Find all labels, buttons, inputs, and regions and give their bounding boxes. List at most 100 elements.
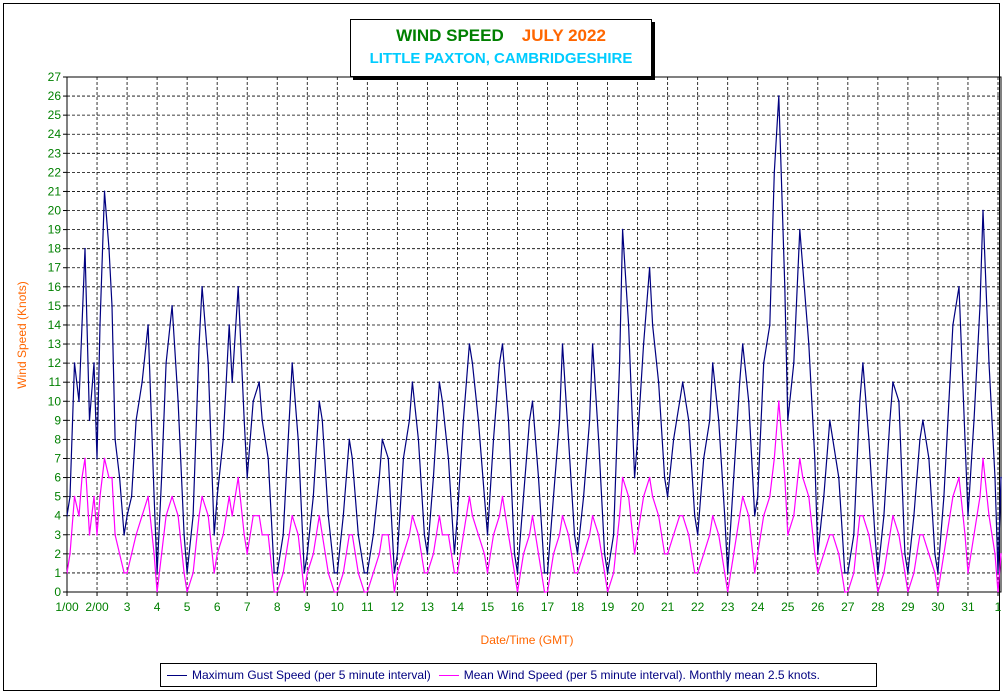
data-point-gust: [651, 324, 654, 326]
legend-item-mean: Mean Wind Speed (per 5 minute interval).…: [438, 668, 820, 682]
data-point-mean: [165, 514, 167, 517]
data-point-gust: [847, 572, 849, 574]
axis-layer: 0123456789101112131415161718192021222324…: [48, 70, 1002, 614]
x-tick-label: 25: [781, 600, 795, 614]
data-point-gust: [108, 247, 110, 250]
data-point-gust: [462, 419, 465, 422]
data-point-gust: [898, 400, 900, 403]
data-point-gust: [937, 572, 939, 574]
data-point-mean: [81, 476, 83, 479]
plot-area: [66, 76, 1002, 593]
data-point-gust: [877, 572, 879, 574]
data-point-gust: [648, 266, 651, 269]
data-point-gust: [492, 438, 495, 441]
data-point-gust: [411, 381, 414, 384]
data-point-gust: [126, 514, 128, 517]
data-point-gust: [396, 553, 399, 555]
data-point-mean: [808, 495, 810, 498]
data-point-mean: [477, 534, 480, 536]
data-point-mean: [591, 514, 594, 517]
data-point-mean: [423, 572, 426, 574]
x-tick-label: 4: [154, 600, 161, 614]
y-tick-label: 10: [48, 394, 62, 408]
data-point-gust: [321, 419, 324, 422]
data-point-gust: [507, 419, 510, 422]
data-point-gust: [366, 572, 369, 574]
data-point-mean: [381, 534, 384, 536]
data-point-gust: [573, 534, 576, 536]
chart-title: WIND SPEED: [396, 26, 504, 45]
data-point-gust: [93, 362, 95, 364]
data-point-mean: [171, 495, 173, 498]
data-point-gust: [702, 457, 705, 460]
data-point-mean: [207, 514, 209, 517]
data-point-gust: [246, 476, 248, 479]
data-point-gust: [747, 400, 750, 403]
data-point-mean: [964, 534, 966, 536]
y-tick-label: 0: [54, 585, 61, 599]
data-point-gust: [973, 419, 975, 422]
data-point-mean: [618, 514, 621, 517]
data-point-mean: [237, 476, 239, 479]
data-point-mean: [576, 572, 579, 574]
data-point-gust: [381, 438, 384, 441]
x-tick-label: 24: [751, 600, 765, 614]
data-point-gust: [543, 572, 546, 574]
data-point-mean: [306, 572, 309, 574]
x-tick-label: 16: [511, 600, 525, 614]
data-point-gust: [814, 457, 816, 460]
data-point-mean: [303, 591, 306, 593]
data-point-gust: [934, 553, 936, 555]
data-point-gust: [438, 381, 441, 384]
data-point-gust: [336, 572, 339, 574]
data-point-gust: [201, 286, 203, 288]
data-point-mean: [261, 534, 264, 536]
data-point-gust: [603, 553, 606, 555]
data-point-gust: [114, 438, 116, 441]
data-point-mean: [657, 514, 660, 517]
data-point-gust: [231, 381, 233, 384]
data-point-gust: [967, 514, 969, 517]
data-point-gust: [633, 476, 636, 479]
data-point-mean: [582, 553, 585, 555]
y-tick-label: 20: [48, 204, 62, 218]
data-point-mean: [952, 495, 954, 498]
data-point-gust: [907, 572, 909, 574]
legend-item-gust: Maximum Gust Speed (per 5 minute interva…: [167, 668, 431, 682]
data-point-gust: [769, 324, 771, 326]
data-point-mean: [246, 553, 248, 555]
y-tick-label: 21: [48, 184, 62, 198]
data-point-gust: [732, 476, 735, 479]
data-point-mean: [141, 514, 143, 517]
data-point-gust: [99, 324, 101, 326]
data-point-mean: [291, 514, 294, 517]
data-point-mean: [778, 400, 780, 403]
y-tick-label: 11: [49, 375, 62, 389]
data-point-gust: [883, 514, 885, 517]
data-point-mean: [192, 572, 194, 574]
x-tick-label: 27: [841, 600, 855, 614]
y-tick-label: 27: [48, 70, 62, 84]
data-point-gust: [717, 419, 720, 422]
data-point-gust: [363, 572, 366, 574]
data-point-gust: [949, 381, 951, 384]
data-point-mean: [633, 553, 636, 555]
data-point-gust: [799, 228, 801, 231]
data-point-gust: [793, 362, 795, 364]
x-tick-label: 29: [901, 600, 915, 614]
data-point-mean: [693, 572, 696, 574]
x-tick-label: 1: [995, 600, 1002, 614]
data-point-mean: [747, 514, 750, 517]
data-point-mean: [111, 476, 113, 479]
data-point-mean: [793, 514, 795, 517]
data-point-gust: [165, 362, 167, 364]
data-point-gust: [441, 400, 444, 403]
data-point-gust: [312, 495, 315, 498]
data-point-mean: [829, 534, 831, 536]
x-tick-label: 7: [244, 600, 251, 614]
data-point-gust: [982, 209, 984, 212]
data-point-gust: [726, 572, 729, 574]
data-point-gust: [306, 553, 309, 555]
y-tick-label: 23: [48, 146, 62, 160]
